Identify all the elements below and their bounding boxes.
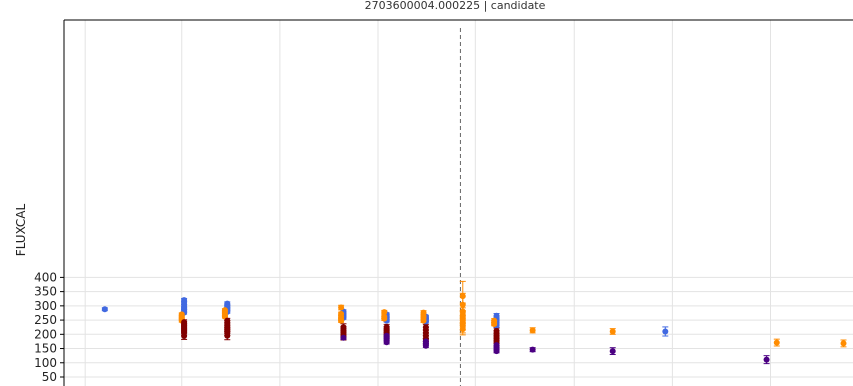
grid-lines — [64, 20, 853, 386]
data-point — [609, 348, 616, 355]
y-tick-label: 400 — [34, 270, 57, 284]
data-point — [420, 317, 427, 324]
data-point — [763, 356, 770, 363]
plot-axes — [63, 19, 853, 386]
data-point — [529, 346, 536, 353]
y-tick-label: 300 — [34, 299, 57, 313]
data-point — [181, 333, 188, 340]
y-tick-label: 250 — [34, 313, 57, 327]
data-point — [662, 328, 669, 335]
chart-title: 2703600004.000225 | candidate — [365, 0, 546, 12]
data-point — [609, 328, 616, 335]
data-point — [224, 332, 231, 339]
data-point — [493, 348, 500, 355]
y-tick-label: 150 — [34, 342, 57, 356]
data-point — [338, 317, 345, 324]
y-tick-label: 100 — [34, 356, 57, 370]
error-bars — [101, 280, 847, 365]
y-tick-label: 50 — [42, 370, 57, 384]
y-axis-label: FLUXCAL — [14, 203, 28, 256]
data-point — [491, 321, 498, 328]
data-point — [381, 309, 388, 316]
data-point — [338, 304, 345, 311]
data-point — [459, 293, 466, 300]
y-tick-label: 200 — [34, 327, 57, 341]
data-point — [422, 342, 429, 349]
data-point — [773, 339, 780, 346]
data-point — [840, 340, 847, 347]
data-point — [101, 306, 108, 313]
data-point — [529, 327, 536, 334]
data-point — [381, 315, 388, 322]
data-point — [459, 301, 466, 308]
y-tick-label: 350 — [34, 285, 57, 299]
data-point — [383, 339, 390, 346]
data-points — [101, 293, 847, 363]
data-point — [459, 326, 466, 333]
data-point — [340, 334, 347, 341]
